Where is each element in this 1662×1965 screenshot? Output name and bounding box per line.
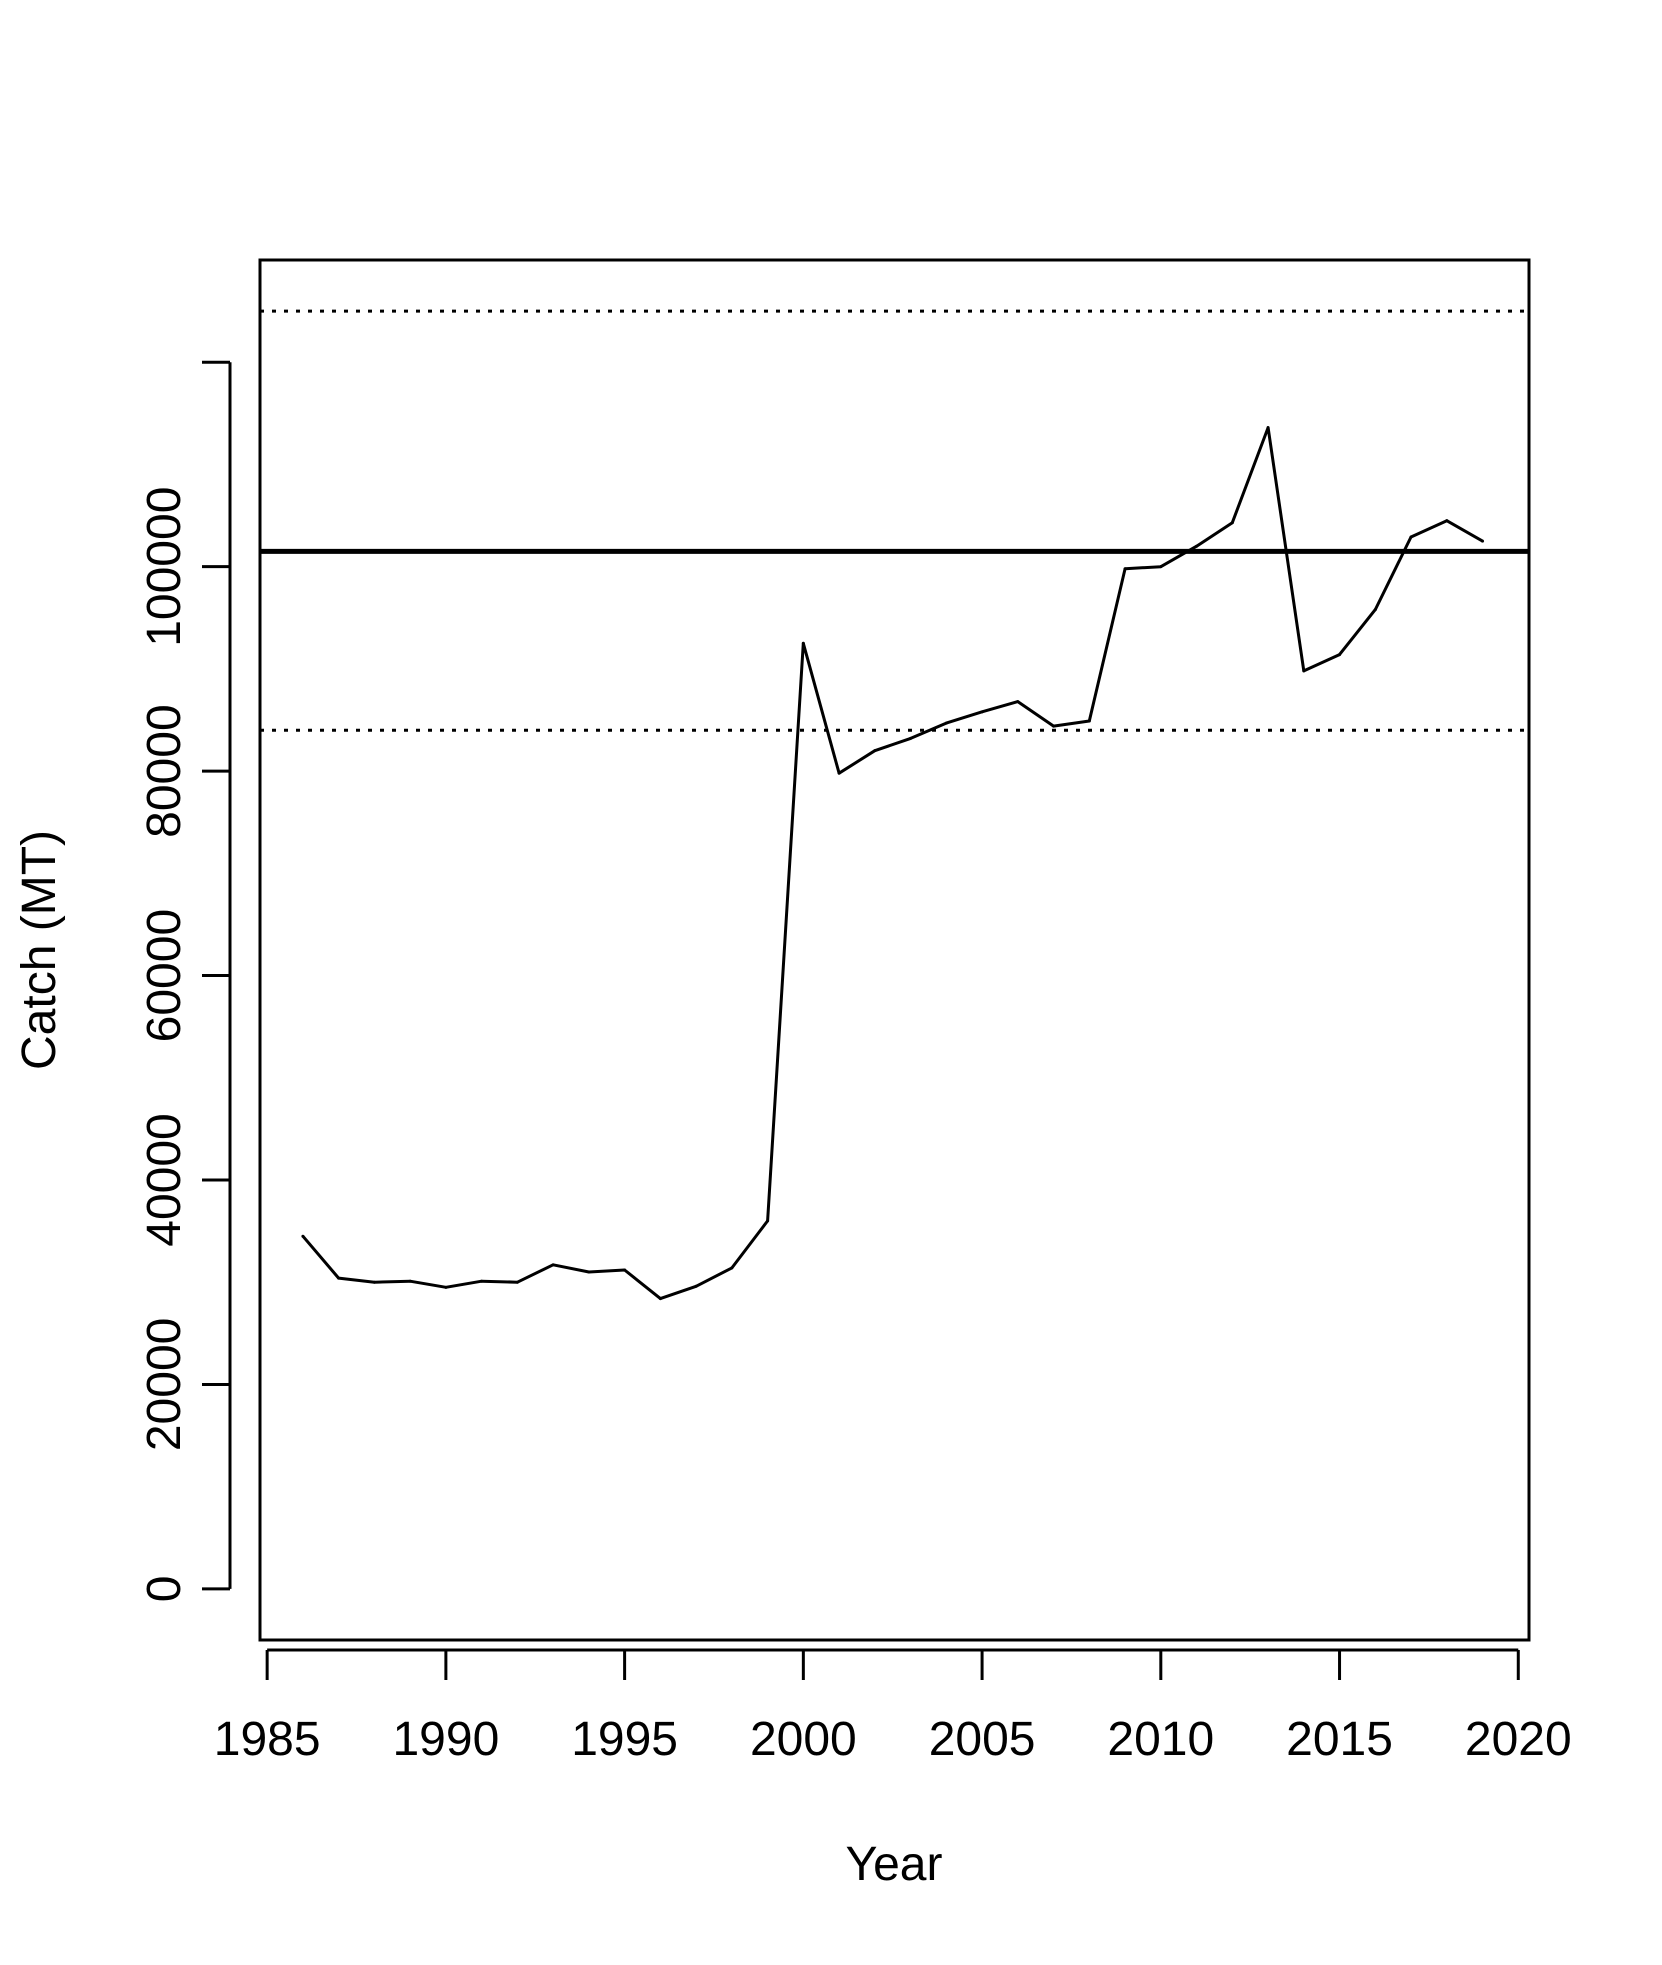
plot-frame	[258, 258, 1531, 1642]
data-point	[658, 1297, 662, 1301]
data-point	[694, 1284, 698, 1288]
x-tick-label: 1985	[214, 1713, 321, 1766]
data-point	[337, 1276, 341, 1280]
reference-lines	[260, 309, 1529, 732]
data-point	[1195, 544, 1199, 548]
data-point	[801, 641, 805, 645]
data-point	[1016, 700, 1020, 704]
data-point	[873, 749, 877, 753]
data-point	[1266, 426, 1270, 430]
x-tick-label: 2000	[750, 1713, 857, 1766]
data-point	[301, 1234, 305, 1238]
y-axis: 0 20000 40000 60000 80000 100000	[138, 360, 232, 1603]
data-point	[1373, 608, 1377, 612]
y-tick-label: 20000	[138, 1318, 191, 1451]
data-point	[515, 1280, 519, 1284]
x-tick-label: 2005	[929, 1713, 1036, 1766]
data-point	[1409, 535, 1413, 539]
data-point	[587, 1270, 591, 1274]
y-tick-label: 60000	[138, 909, 191, 1042]
data-point	[1481, 539, 1485, 543]
x-axis: 1985 1990 1995 2000 2005 2010 2015 2020	[214, 1648, 1572, 1766]
x-axis-label: Year	[846, 1838, 943, 1891]
y-tick-label: 100000	[138, 487, 191, 647]
data-point	[909, 736, 913, 740]
x-tick-label: 1995	[571, 1713, 678, 1766]
y-tick-label: 80000	[138, 704, 191, 837]
y-axis-label: Catch (MT)	[13, 830, 66, 1070]
data-point	[1087, 719, 1091, 723]
data-point	[980, 710, 984, 714]
data-point	[1052, 724, 1056, 728]
x-tick-label: 2010	[1107, 1713, 1214, 1766]
x-tick-label: 2020	[1465, 1713, 1572, 1766]
data-point	[372, 1280, 376, 1284]
data-point	[1302, 669, 1306, 673]
data-point	[623, 1268, 627, 1272]
x-tick-label: 1990	[392, 1713, 499, 1766]
data-point	[1230, 521, 1234, 525]
data-point	[944, 721, 948, 725]
data-point	[551, 1263, 555, 1267]
series-layer	[301, 426, 1485, 1301]
data-point	[1445, 519, 1449, 523]
y-tick-label: 40000	[138, 1113, 191, 1246]
data-point	[480, 1279, 484, 1283]
data-point	[444, 1285, 448, 1289]
x-tick-label: 2015	[1286, 1713, 1393, 1766]
data-point	[408, 1279, 412, 1283]
data-point	[1338, 653, 1342, 657]
data-point	[1123, 567, 1127, 571]
data-point	[837, 771, 841, 775]
data-point	[730, 1266, 734, 1270]
data-point	[766, 1219, 770, 1223]
series-line-0	[301, 426, 1484, 1301]
y-tick-label: 0	[138, 1576, 191, 1603]
data-point	[1159, 565, 1163, 569]
